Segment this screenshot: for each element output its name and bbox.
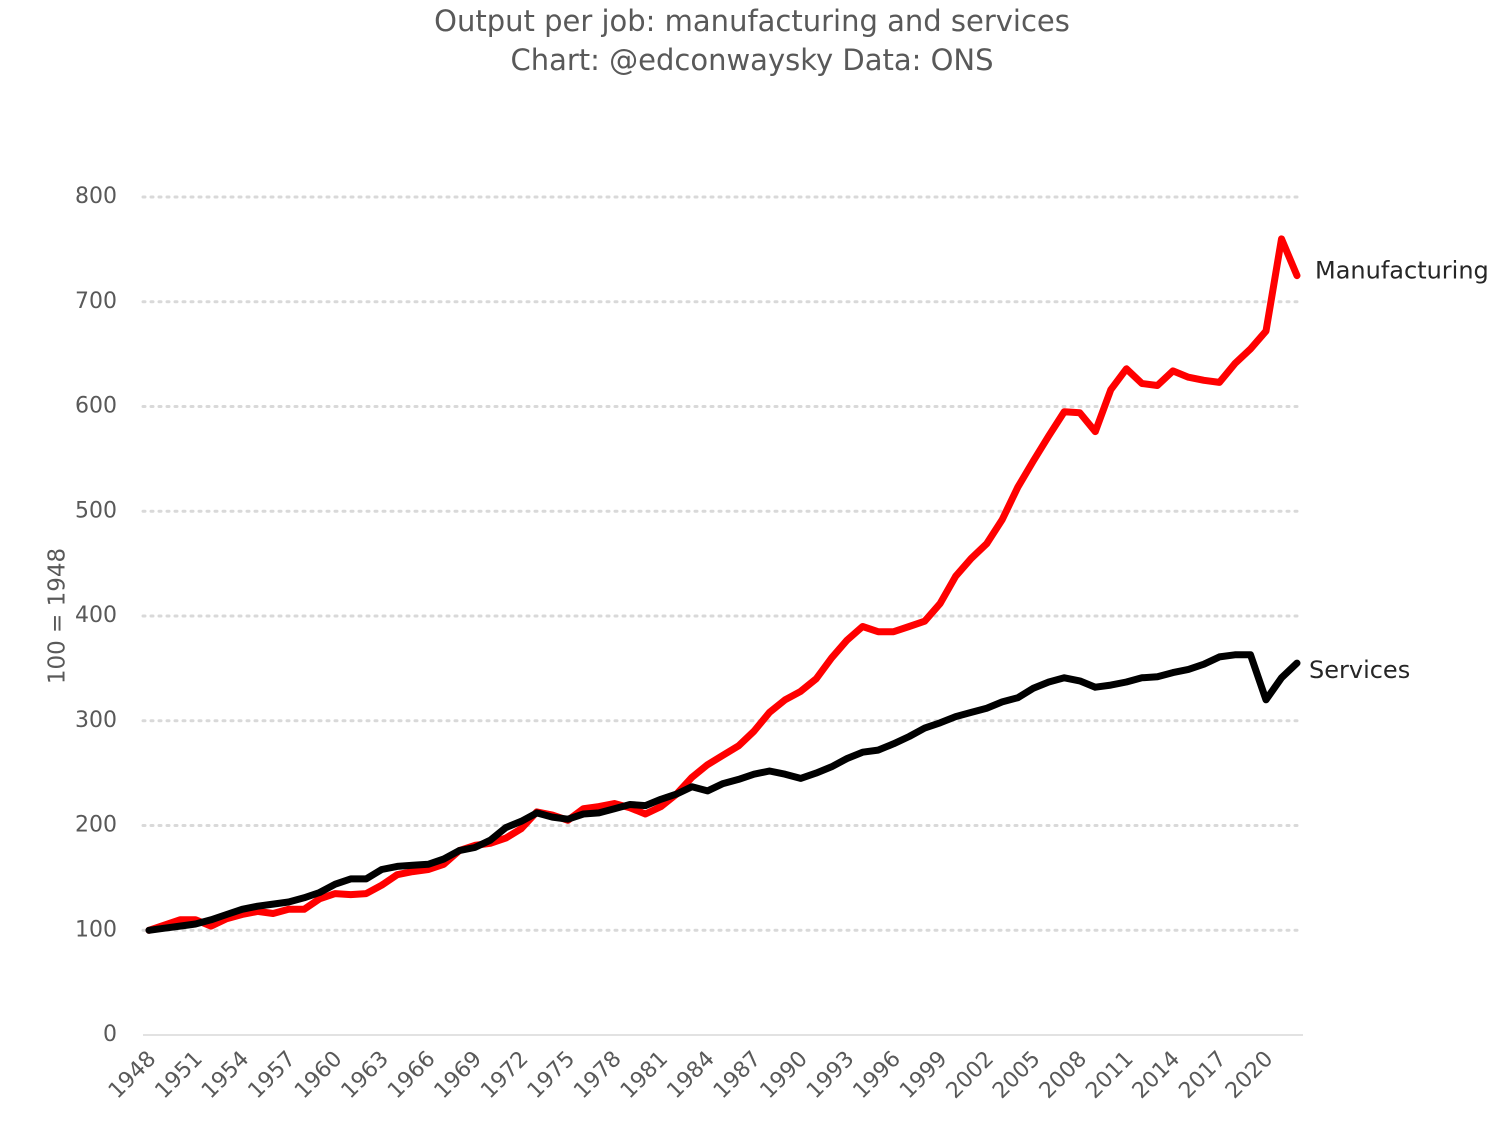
- x-tick-label: 1975: [523, 1047, 580, 1104]
- x-tick-label: 2008: [1035, 1047, 1092, 1104]
- x-tick-label: 1969: [430, 1047, 487, 1104]
- series-lines: [145, 235, 1301, 934]
- x-tick-label: 1999: [895, 1047, 952, 1104]
- y-tick-label: 300: [75, 708, 117, 733]
- chart-subtitle: Chart: @edconwaysky Data: ONS: [510, 43, 994, 77]
- gridlines: [141, 195, 1305, 1036]
- x-tick-label: 1996: [849, 1047, 906, 1104]
- x-tick-label: 1966: [383, 1047, 440, 1104]
- x-tick-label: 1963: [337, 1047, 394, 1104]
- y-tick-label: 700: [75, 289, 117, 314]
- y-tick-label: 200: [75, 813, 117, 838]
- chart-title: Output per job: manufacturing and servic…: [434, 4, 1070, 38]
- x-tick-label: 1981: [616, 1047, 673, 1104]
- y-tick-label: 0: [103, 1022, 117, 1047]
- series-line-manufacturing: [145, 235, 1301, 934]
- y-tick-label: 100: [75, 917, 117, 942]
- x-tick-label: 2017: [1174, 1047, 1231, 1104]
- y-axis-title: 100 = 1948: [45, 548, 71, 684]
- x-tick-label: 1990: [756, 1047, 813, 1104]
- x-tick-label: 2014: [1128, 1047, 1185, 1104]
- x-tick-label: 1978: [569, 1047, 626, 1104]
- x-tick-label: 1951: [151, 1047, 208, 1104]
- series-label-services: Services: [1309, 656, 1410, 684]
- x-tick-label: 2011: [1081, 1047, 1138, 1104]
- y-tick-label: 500: [75, 498, 117, 523]
- x-tick-label: 1987: [709, 1047, 766, 1104]
- x-tick-label: 1972: [476, 1047, 533, 1104]
- y-tick-label: 800: [75, 184, 117, 209]
- y-tick-label: 600: [75, 394, 117, 419]
- x-axis: 1948195119541957196019631966196919721975…: [104, 1047, 1278, 1104]
- x-tick-label: 1960: [290, 1047, 347, 1104]
- x-tick-label: 1957: [244, 1047, 301, 1104]
- x-tick-label: 2005: [988, 1047, 1045, 1104]
- series-labels: Manufacturing Services: [1309, 257, 1489, 685]
- x-tick-label: 1984: [662, 1047, 719, 1104]
- x-tick-label: 1948: [104, 1047, 161, 1104]
- x-tick-label: 1993: [802, 1047, 859, 1104]
- y-axis: 0 100 200 300 400 500 600 700 800: [75, 184, 117, 1047]
- series-label-manufacturing: Manufacturing: [1315, 257, 1489, 285]
- x-tick-label: 2002: [942, 1047, 999, 1104]
- x-tick-label: 2020: [1221, 1047, 1278, 1104]
- y-tick-label: 400: [75, 603, 117, 628]
- series-line-services: [145, 651, 1301, 934]
- x-tick-label: 1954: [197, 1047, 254, 1104]
